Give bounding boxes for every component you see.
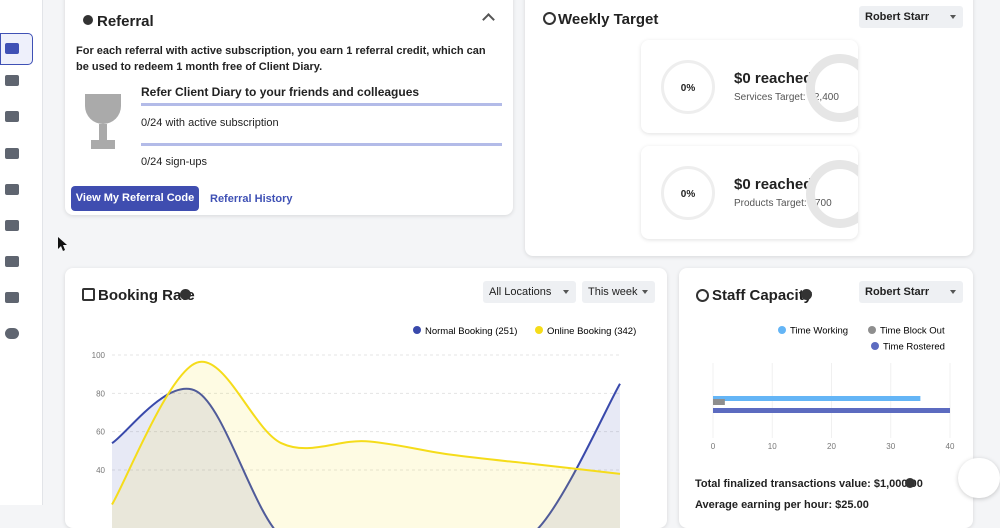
link-button[interactable]: Referral History <box>210 193 293 205</box>
staff-select[interactable]: Robert Starr <box>859 281 963 303</box>
series-line <box>111 360 621 506</box>
area-fill <box>112 383 620 528</box>
percent: 0% <box>680 189 696 200</box>
nav-icon[interactable] <box>5 184 19 195</box>
legend-label: Time Block Out <box>880 326 945 337</box>
y-tick-label: 80 <box>96 389 105 398</box>
nav-icon[interactable] <box>5 220 19 231</box>
settings-fab[interactable] <box>958 458 1000 498</box>
legend-dot <box>413 326 421 334</box>
cursor <box>58 237 67 251</box>
nav-icon[interactable] <box>5 43 19 54</box>
x-tick-label: 10 <box>768 442 777 451</box>
gauge-icon <box>696 289 709 302</box>
target-graphic <box>806 54 858 122</box>
target-amount: Products Target: $700 <box>734 198 832 209</box>
legend-label: Normal Booking (251) <box>425 326 517 337</box>
booking-chart: 40 60 80 100 Normal Booking (251) Online Book… <box>92 326 636 528</box>
nav-icon[interactable] <box>5 292 19 303</box>
x-tick-label: 40 <box>946 442 955 451</box>
trophy-icon <box>85 94 121 124</box>
progress-label: 0/24 sign-ups <box>141 156 208 168</box>
bar <box>713 396 921 401</box>
legend-label: Time Rostered <box>883 342 945 353</box>
card-title: Referral <box>97 13 154 30</box>
y-tick-label: 100 <box>92 351 106 360</box>
legend-dot <box>535 326 543 334</box>
location-select[interactable]: All Locations <box>483 281 576 303</box>
target-card: 0% $0 reached Products Target: $700 <box>641 146 858 239</box>
total-value: Total finalized transactions value: $1,0… <box>695 478 923 490</box>
percent: 0% <box>680 83 696 94</box>
cursor-arrow <box>58 237 67 251</box>
area-fill <box>112 361 620 528</box>
progress-bar <box>141 143 502 146</box>
nav-icon[interactable] <box>5 328 19 339</box>
x-tick-label: 20 <box>827 442 836 451</box>
x-tick-label: 0 <box>711 442 716 451</box>
card-title: Booking Rate <box>98 287 195 304</box>
weekly-target-card: Weekly Target Robert Starr 0% $0 reached… <box>525 0 973 256</box>
progress-bar <box>141 103 502 106</box>
card-title: Staff Capacity <box>712 287 813 304</box>
calendar-icon <box>82 288 95 301</box>
booking-rate-card: Booking Rate All Locations This week 40 6… <box>65 268 667 528</box>
share-icon <box>83 15 93 25</box>
nav-icon[interactable] <box>5 75 19 86</box>
period-select[interactable]: This week <box>582 281 655 303</box>
referral-heading: Refer Client Diary to your friends and c… <box>141 85 420 99</box>
progress-ring <box>661 60 715 114</box>
progress-ring <box>661 166 715 220</box>
staff-chart: 0 10 20 30 40 Time Working Time Block Out Time … <box>711 326 955 452</box>
reached: $0 reached <box>734 176 813 193</box>
legend-dot <box>778 326 786 334</box>
help-icon[interactable] <box>905 478 915 488</box>
bar <box>713 408 950 413</box>
collapse-icon[interactable] <box>482 13 495 26</box>
legend-label: Time Working <box>790 326 848 337</box>
legend-dot <box>868 326 876 334</box>
nav-icon[interactable] <box>5 111 19 122</box>
target-card: 0% $0 reached Services Target: $2,400 <box>641 40 858 133</box>
help-icon[interactable] <box>801 289 812 300</box>
x-tick-label: 30 <box>886 442 895 451</box>
average-value: Average earning per hour: $25.00 <box>695 499 869 511</box>
staff-select[interactable]: Robert Starr <box>859 6 963 28</box>
trophy-icon <box>99 124 107 140</box>
target-graphic <box>806 160 858 228</box>
progress-label: 0/24 with active subscription <box>141 117 279 129</box>
sidebar <box>0 0 43 505</box>
y-tick-label: 40 <box>96 466 105 475</box>
reached: $0 reached <box>734 70 813 87</box>
trophy-icon <box>91 140 115 149</box>
bar <box>713 399 725 405</box>
staff-capacity-card: Staff Capacity Robert Starr 0 10 20 30 40 Tim… <box>679 268 973 528</box>
referral-card: Referral For each referral with active s… <box>65 0 513 215</box>
legend-dot <box>871 342 879 350</box>
target-icon <box>543 12 556 25</box>
y-tick-label: 60 <box>96 428 105 437</box>
description: For each referral with active subscripti… <box>76 45 486 73</box>
card-title: Weekly Target <box>558 11 659 28</box>
legend-label: Online Booking (342) <box>547 326 636 337</box>
target-amount: Services Target: $2,400 <box>734 92 839 103</box>
primary-button[interactable]: View My Referral Code <box>71 186 199 211</box>
nav-icon[interactable] <box>5 148 19 159</box>
help-icon[interactable] <box>180 289 191 300</box>
nav-icon[interactable] <box>5 256 19 267</box>
